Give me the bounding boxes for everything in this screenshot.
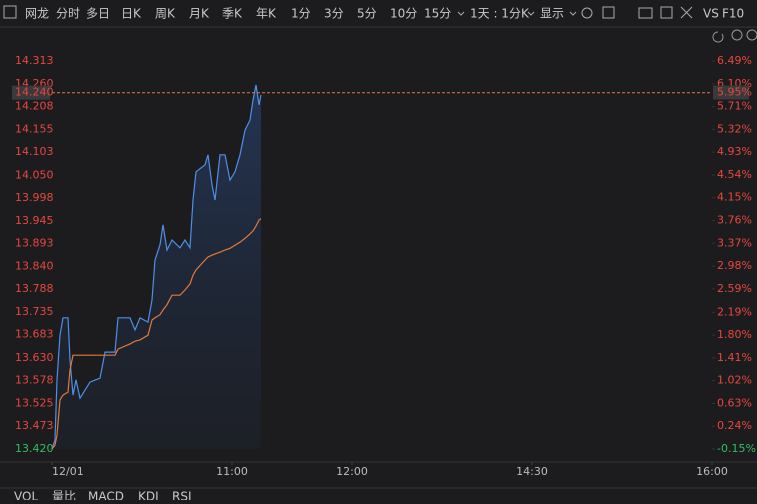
y-tick-label: 14.155 <box>15 123 54 136</box>
y-tick-label: 13.893 <box>15 236 54 249</box>
toolbar-tab[interactable]: 1天 : 1分K <box>470 7 530 21</box>
series-line <box>51 218 262 450</box>
layout-icon[interactable] <box>602 6 615 19</box>
y-tick-label: 13.578 <box>15 373 54 386</box>
undo-icon[interactable] <box>712 31 724 43</box>
y-tick-label: 13.735 <box>15 305 54 318</box>
y2-tick-label: 1.41% <box>717 351 752 364</box>
toolbar-tab[interactable]: 10分 <box>390 7 417 21</box>
y2-tick-label: 5.71% <box>717 100 752 113</box>
y-tick-label: 13.683 <box>15 328 54 341</box>
toolbar-tab[interactable]: VS <box>703 7 719 21</box>
dropdown-chevron[interactable] <box>457 11 465 16</box>
y2-tick-label: 4.93% <box>717 145 752 158</box>
settings-icon[interactable] <box>581 7 593 19</box>
y-tick-label: 13.420 <box>15 442 54 455</box>
y2-tick-label: 6.49% <box>717 54 752 67</box>
toolbar-tab[interactable]: 月K <box>189 7 210 21</box>
camera-icon[interactable] <box>638 7 653 19</box>
toolbar-tab[interactable]: 网龙 <box>25 7 49 21</box>
y2-tick-label: 2.19% <box>717 305 752 318</box>
x-tick-label: 11:00 <box>216 465 248 478</box>
y-tick-label: 14.313 <box>15 54 54 67</box>
zoom-in-icon[interactable] <box>746 29 757 41</box>
y-tick-label: 14.050 <box>15 168 54 181</box>
series-line <box>51 84 262 450</box>
y2-tick-label: 2.59% <box>717 282 752 295</box>
dropdown-chevron[interactable] <box>569 11 577 16</box>
toolbar-tab[interactable]: 分时 <box>56 7 80 21</box>
toolbar-tab[interactable]: F10 <box>722 7 744 21</box>
y2-tick-label: 3.37% <box>717 236 752 249</box>
toolbar-tab[interactable]: 多日 <box>86 7 110 21</box>
y2-tick-label: 1.02% <box>717 374 752 387</box>
y2-tick-label: 2.98% <box>717 259 752 272</box>
top-right-icons <box>712 29 757 43</box>
indicator-tab[interactable]: 量比 <box>52 490 76 504</box>
y2-tick-label: 3.76% <box>717 214 752 227</box>
y-tick-label: 13.998 <box>15 191 54 204</box>
x-tick-label: 16:00 <box>696 465 728 478</box>
zoom-out-icon[interactable] <box>731 29 743 41</box>
y-tick-label: 13.630 <box>15 351 54 364</box>
x-tick-label: 12/01 <box>52 465 84 478</box>
toolbar-tab[interactable]: 显示 <box>540 7 564 21</box>
toolbar-tab[interactable]: 15分 <box>424 7 451 21</box>
y-tick-label: 13.525 <box>15 396 54 409</box>
toolbar-tab[interactable]: 5分 <box>357 7 377 21</box>
price-y2-label-box <box>713 85 749 100</box>
dropdown-chevron[interactable] <box>527 11 535 16</box>
indicator-tab[interactable]: RSI <box>172 490 192 504</box>
price-label: 14.240 <box>15 86 54 99</box>
y-tick-label: 13.473 <box>15 419 54 432</box>
indicator-tab[interactable]: VOL <box>14 490 38 504</box>
toolbar-icons <box>581 6 693 19</box>
y-tick-label: 13.788 <box>15 282 54 295</box>
toolbar-tab[interactable]: 3分 <box>324 7 344 21</box>
y2-tick-label: -0.15% <box>717 442 756 455</box>
fullscreen-icon[interactable] <box>680 6 693 19</box>
toolbar-tab[interactable]: 季K <box>222 7 243 21</box>
indicator-tab[interactable]: KDJ <box>138 490 159 504</box>
price-y2-label: 5.95% <box>717 86 752 99</box>
logo-icon <box>3 5 17 19</box>
x-tick-label: 14:30 <box>516 465 548 478</box>
indicator-tab[interactable]: MACD <box>88 490 124 504</box>
y2-tick-label: 5.32% <box>717 122 752 135</box>
y2-tick-label: 1.80% <box>717 328 752 341</box>
window-icon[interactable] <box>660 6 673 19</box>
y-tick-label: 13.840 <box>15 260 54 273</box>
y-tick-label: 14.208 <box>15 100 54 113</box>
x-tick-label: 12:00 <box>336 465 368 478</box>
y2-tick-label: 4.15% <box>717 191 752 204</box>
toolbar-tab[interactable]: 年K <box>256 7 277 21</box>
price-label-box <box>12 85 50 100</box>
toolbar-tab[interactable]: 1分 <box>291 7 311 21</box>
toolbar-tab[interactable]: 日K <box>121 7 142 21</box>
y2-tick-label: 4.54% <box>717 168 752 181</box>
toolbar-tab[interactable]: 周K <box>155 7 176 21</box>
y-tick-label: 13.945 <box>15 214 54 227</box>
y-tick-label: 14.103 <box>15 145 54 158</box>
y2-tick-label: 0.24% <box>717 419 752 432</box>
y2-tick-label: 0.63% <box>717 396 752 409</box>
